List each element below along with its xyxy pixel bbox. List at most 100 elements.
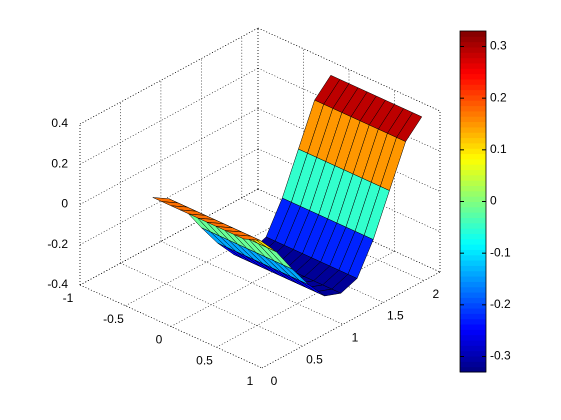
y-tick-label: 0	[271, 374, 278, 388]
colorbar-cell	[460, 100, 486, 107]
colorbar-cell	[460, 94, 486, 101]
grid-line	[79, 148, 259, 246]
colorbar-cell	[460, 292, 486, 298]
grid-line	[257, 67, 441, 152]
colorbar-tick-label: 0.2	[490, 90, 507, 104]
colorbar-cell	[460, 52, 486, 59]
grid-line	[79, 188, 259, 286]
colorbar-cell	[460, 318, 486, 325]
colorbar-cell	[460, 350, 486, 357]
z-tick-label: 0	[61, 197, 68, 211]
colorbar-tick-label: -0.1	[490, 245, 511, 259]
colorbar-cell	[460, 206, 486, 213]
colorbar-tick-label: 0.1	[490, 142, 507, 156]
colorbar-tick-label: -0.2	[490, 297, 511, 311]
colorbar-cell	[460, 116, 486, 123]
colorbar-cell	[460, 137, 486, 144]
y-tick-label: 2	[432, 287, 439, 301]
colorbar-cell	[460, 212, 486, 218]
colorbar-cell	[460, 57, 486, 64]
colorbar-cell	[460, 308, 486, 314]
grid-line	[216, 250, 395, 348]
z-tick-label: -0.2	[47, 237, 68, 251]
colorbar-cell	[460, 36, 486, 43]
grid-line	[261, 271, 441, 369]
colorbar-cell	[460, 356, 486, 362]
colorbar-cell	[460, 89, 486, 96]
colorbar-cell	[460, 334, 486, 341]
colorbar-cell	[460, 270, 486, 277]
colorbar-cell	[460, 73, 486, 80]
colorbar-cell	[460, 313, 486, 320]
grid-line	[120, 262, 303, 347]
grid-line	[257, 108, 441, 192]
colorbar-tick-label: 0	[490, 194, 497, 208]
colorbar-cell	[460, 281, 486, 288]
colorbar-cell	[460, 238, 486, 245]
grid-line	[79, 108, 259, 205]
colorbar-cell	[460, 302, 486, 309]
grid-line	[79, 27, 259, 125]
colorbar-cell	[460, 41, 486, 48]
x-tick-label: -0.5	[103, 312, 124, 326]
grid-line	[257, 148, 441, 233]
colorbar-cell	[460, 78, 486, 85]
y-tick-label: 0.5	[306, 352, 323, 366]
colorbar-cell	[460, 324, 486, 330]
colorbar-cell	[460, 340, 486, 346]
colorbar-cell	[460, 233, 486, 240]
colorbar-cell	[460, 297, 486, 304]
colorbar-cell	[460, 366, 486, 373]
x-tick-label: 0	[156, 333, 163, 347]
grid-line	[241, 197, 424, 282]
colorbar-cell	[460, 174, 486, 181]
colorbar-tick-label: -0.3	[490, 349, 511, 363]
colorbar-cell	[460, 46, 486, 53]
colorbar-cell	[460, 142, 486, 149]
colorbar-cell	[460, 180, 486, 187]
colorbar-cell	[460, 244, 486, 250]
y-tick-label: 1	[352, 331, 359, 345]
colorbar-cell	[460, 260, 486, 266]
colorbar-cell	[460, 169, 486, 176]
x-tick-label: 0.5	[196, 353, 213, 367]
x-tick-label: -1	[63, 291, 74, 305]
colorbar-cell	[460, 222, 486, 229]
colorbar-cell	[460, 276, 486, 282]
z-tick-label: -0.4	[47, 277, 68, 291]
colorbar-cell	[460, 62, 486, 69]
surface-face	[234, 234, 261, 241]
grid-line	[79, 67, 259, 165]
z-tick-label: 0.4	[51, 116, 68, 130]
colorbar-cell	[460, 105, 486, 112]
grid-line	[160, 241, 344, 325]
x-tick-label: 1	[247, 374, 254, 388]
colorbar-cell	[460, 68, 486, 75]
colorbar-cell	[460, 286, 486, 293]
colorbar-tick-label: 0.3	[490, 39, 507, 53]
colorbar-cell	[460, 196, 486, 202]
colorbar-cell	[460, 217, 486, 224]
colorbar-cell	[460, 110, 486, 117]
colorbar-cell	[460, 265, 486, 272]
colorbar-cell	[460, 132, 486, 139]
colorbar-cell	[460, 249, 486, 256]
z-tick-label: 0.2	[51, 156, 68, 170]
colorbar-cell	[460, 185, 486, 192]
colorbar-cell	[460, 345, 486, 352]
colorbar-cell	[460, 254, 486, 261]
grid-line	[257, 27, 441, 112]
colorbar-cell	[460, 126, 486, 133]
colorbar-cell	[460, 164, 486, 171]
colorbar-cell	[460, 329, 486, 336]
y-tick-label: 1.5	[387, 309, 404, 323]
colorbar-cell	[460, 190, 486, 197]
colorbar-cell	[460, 31, 486, 37]
colorbar-cell	[460, 153, 486, 160]
colorbar-cell	[460, 201, 486, 208]
colorbar-cell	[460, 361, 486, 368]
colorbar-cell	[460, 228, 486, 234]
colorbar-cell	[460, 148, 486, 155]
colorbar-cell	[460, 84, 486, 91]
